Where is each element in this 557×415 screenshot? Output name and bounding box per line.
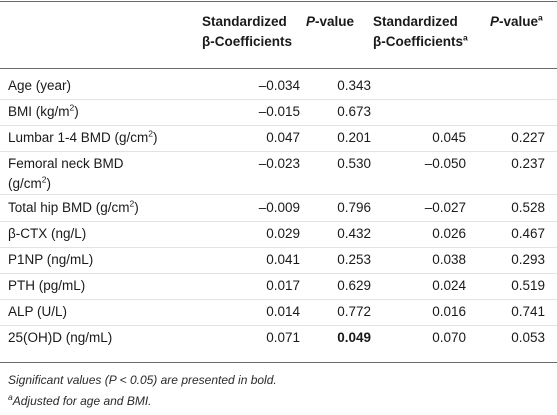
std-coef-value: 0.071 xyxy=(266,330,300,345)
std-coef-value: –0.034 xyxy=(258,78,300,93)
row-separator xyxy=(0,99,557,100)
std-coef-adjusted-value: 0.016 xyxy=(432,304,466,319)
pvalue-value: 0.772 xyxy=(337,304,371,319)
std-coef-adjusted-value: 0.026 xyxy=(432,226,466,241)
row-label: β-CTX (ng/L) xyxy=(8,226,87,241)
pvalue-value: 0.343 xyxy=(337,78,371,93)
col-header-std-coef-adjusted: Standardized β-Coefficientsa xyxy=(373,14,468,49)
row-separator xyxy=(0,221,557,222)
footnote-adjusted: aAdjusted for age and BMI. xyxy=(8,392,152,408)
row-label: Age (year) xyxy=(8,78,72,93)
std-coef-adjusted-value: 0.045 xyxy=(432,130,466,145)
std-coef-value: 0.047 xyxy=(266,130,300,145)
row-separator xyxy=(0,299,557,300)
pvalue-adjusted-value: 0.293 xyxy=(511,252,545,267)
col-header-pvalue-adjusted: P-valuea xyxy=(490,12,543,29)
row-label: Lumbar 1-4 BMD (g/cm2) xyxy=(8,128,158,145)
col-header-pvalue: P-value xyxy=(306,14,355,29)
row-label: Femoral neck BMD (g/cm2) xyxy=(8,156,124,191)
pvalue-adjusted-value: 0.237 xyxy=(511,156,545,171)
pvalue-adjusted-value: 0.227 xyxy=(511,130,545,145)
pvalue-value: 0.253 xyxy=(337,252,371,267)
table-bottom-rule xyxy=(0,362,557,363)
std-coef-adjusted-value: 0.070 xyxy=(432,330,466,345)
pvalue-value: 0.673 xyxy=(337,104,371,119)
std-coef-value: 0.041 xyxy=(266,252,300,267)
pvalue-adjusted-value: 0.528 xyxy=(511,200,545,215)
std-coef-value: –0.023 xyxy=(258,156,300,171)
std-coef-value: –0.009 xyxy=(258,200,300,215)
row-separator xyxy=(0,247,557,248)
footnote-significance: Significant values (P < 0.05) are presen… xyxy=(8,373,277,387)
std-coef-value: 0.014 xyxy=(266,304,300,319)
row-separator xyxy=(0,273,557,274)
pvalue-adjusted-value: 0.467 xyxy=(511,226,545,241)
std-coef-value: 0.017 xyxy=(266,278,300,293)
pvalue-adjusted-value: 0.053 xyxy=(511,330,545,345)
row-separator xyxy=(0,194,557,195)
std-coef-adjusted-value: 0.024 xyxy=(432,278,466,293)
row-separator xyxy=(0,151,557,152)
row-separator xyxy=(0,325,557,326)
pvalue-adjusted-value: 0.519 xyxy=(511,278,545,293)
row-label: BMI (kg/m2) xyxy=(8,102,79,119)
pvalue-value: 0.049 xyxy=(337,330,371,345)
pvalue-value: 0.530 xyxy=(337,156,371,171)
pvalue-value: 0.796 xyxy=(337,200,371,215)
pvalue-value: 0.432 xyxy=(337,226,371,241)
std-coef-adjusted-value: –0.050 xyxy=(424,156,466,171)
row-label: PTH (pg/mL) xyxy=(8,278,86,293)
row-separator xyxy=(0,125,557,126)
row-label: ALP (U/L) xyxy=(8,304,68,319)
pvalue-value: 0.201 xyxy=(337,130,371,145)
row-label: Total hip BMD (g/cm2) xyxy=(8,198,139,215)
header-rule xyxy=(0,68,557,69)
std-coef-adjusted-value: 0.038 xyxy=(432,252,466,267)
col-header-std-coef: Standardized β-Coefficients xyxy=(202,14,292,49)
table-top-rule xyxy=(0,1,557,2)
std-coef-adjusted-value: –0.027 xyxy=(424,200,466,215)
std-coef-value: 0.029 xyxy=(266,226,300,241)
row-label: 25(OH)D (ng/mL) xyxy=(8,330,113,345)
pvalue-value: 0.629 xyxy=(337,278,371,293)
row-label: P1NP (ng/mL) xyxy=(8,252,94,267)
pvalue-adjusted-value: 0.741 xyxy=(511,304,545,319)
std-coef-value: –0.015 xyxy=(258,104,300,119)
